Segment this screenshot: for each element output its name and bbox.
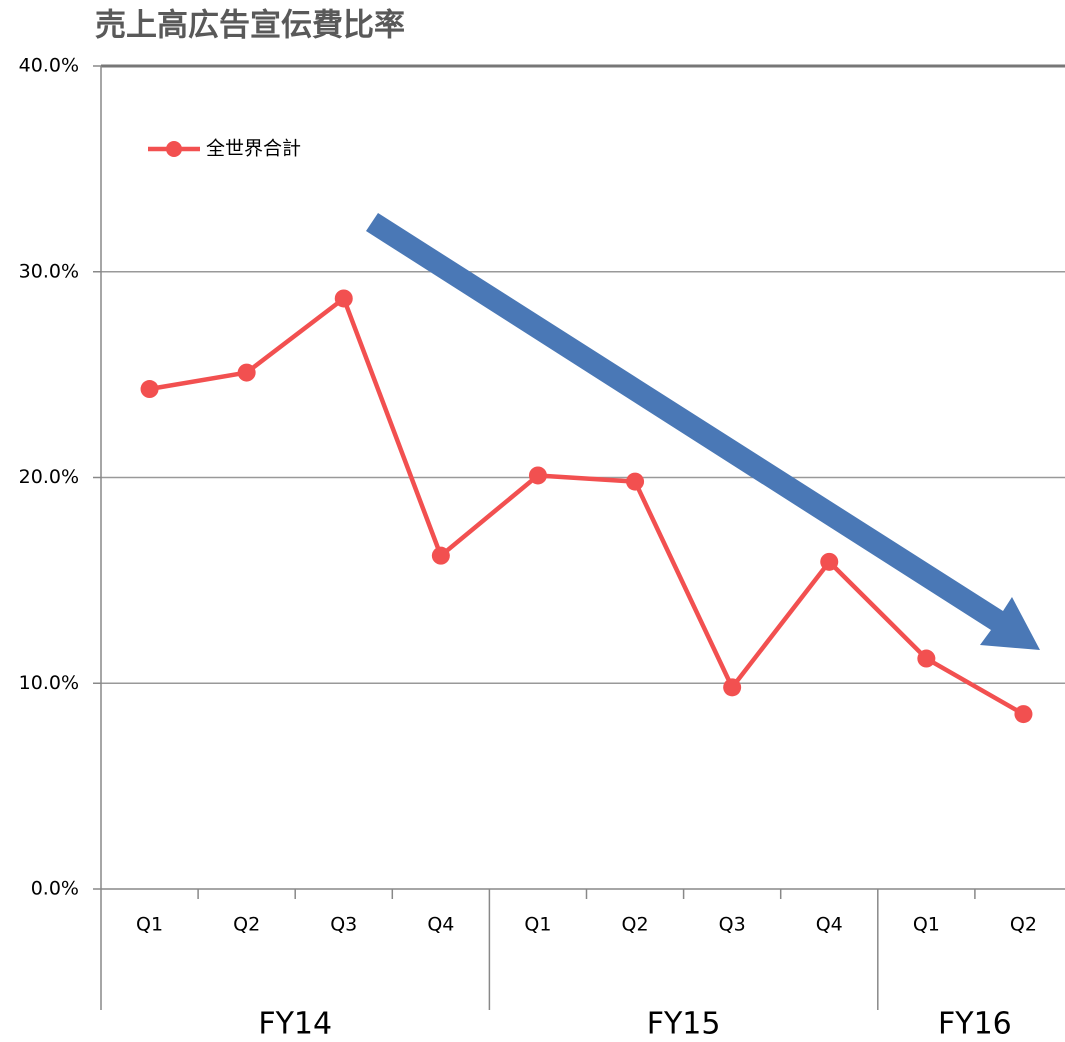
data-point [1014, 705, 1033, 724]
group-label: FY15 [647, 1007, 721, 1042]
group-label: FY14 [258, 1007, 332, 1042]
data-point [820, 552, 839, 571]
x-tick-label: Q1 [136, 914, 163, 936]
data-point [237, 363, 256, 382]
chart-title: 売上高広告宣伝費比率 [95, 8, 405, 44]
data-point [626, 472, 645, 491]
data-point [917, 649, 936, 668]
x-tick-label: Q3 [330, 914, 357, 936]
x-tick-label: Q4 [816, 914, 843, 936]
y-tick-label: 30.0% [19, 260, 79, 282]
data-point [334, 289, 353, 308]
x-tick-label: Q3 [719, 914, 746, 936]
x-tick-label: Q1 [913, 914, 940, 936]
x-tick-label: Q2 [1010, 914, 1037, 936]
y-tick-label: 0.0% [31, 878, 79, 900]
data-point [431, 546, 450, 565]
data-point [140, 380, 159, 399]
y-tick-label: 20.0% [19, 466, 79, 488]
y-tick-label: 10.0% [19, 672, 79, 694]
x-tick-label: Q2 [233, 914, 260, 936]
x-tick-label: Q4 [427, 914, 454, 936]
x-tick-label: Q1 [524, 914, 551, 936]
data-point [528, 466, 547, 485]
x-tick-label: Q2 [622, 914, 649, 936]
y-tick-label: 40.0% [19, 55, 79, 77]
group-label: FY16 [938, 1007, 1012, 1042]
legend-label: 全世界合計 [206, 138, 301, 160]
trend-arrow [366, 213, 1040, 650]
data-point [723, 678, 742, 697]
series-line [149, 296, 1025, 717]
legend-marker [166, 141, 182, 157]
